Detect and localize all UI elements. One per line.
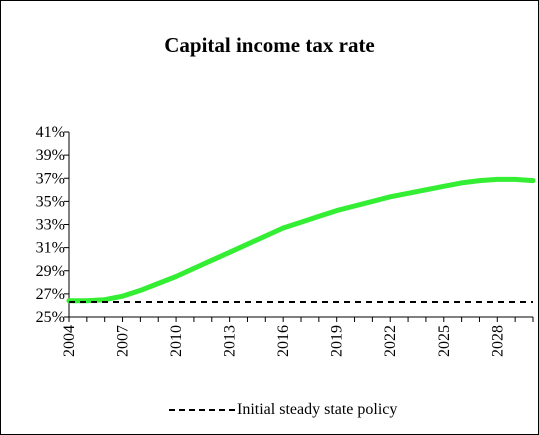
y-tick-label-4: 33% xyxy=(36,217,65,234)
x-tick-label-3: 2013 xyxy=(222,325,239,357)
y-tick-label-8: 41% xyxy=(36,124,65,141)
y-tick-label-0: 25% xyxy=(36,309,65,326)
x-tick-label-7: 2025 xyxy=(436,325,453,357)
y-tick-label-2: 29% xyxy=(36,263,65,280)
y-tick-label-1: 27% xyxy=(36,286,65,303)
y-tick-label-7: 39% xyxy=(36,147,65,164)
y-tick-label-5: 35% xyxy=(36,193,65,210)
x-tick-label-8: 2028 xyxy=(489,325,506,357)
legend-swatch-dashed xyxy=(169,409,235,411)
x-tick-label-4: 2016 xyxy=(275,325,292,357)
x-tick-label-0: 2004 xyxy=(61,325,78,357)
x-tick-label-2: 2010 xyxy=(168,325,185,357)
chart-title: Capital income tax rate xyxy=(164,33,375,57)
legend-label: Initial steady state policy xyxy=(237,401,398,418)
x-tick-label-1: 2007 xyxy=(115,325,132,357)
series-line-tax-rate xyxy=(66,176,536,304)
legend: Initial steady state policy xyxy=(169,401,397,419)
y-tick-label-3: 31% xyxy=(36,240,65,257)
x-tick-label-5: 2019 xyxy=(329,325,346,357)
y-tick-label-6: 37% xyxy=(36,170,65,187)
x-tick-label-6: 2022 xyxy=(382,325,399,357)
